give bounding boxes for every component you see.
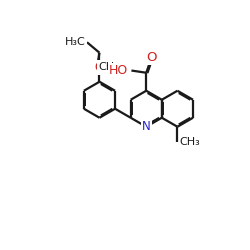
Text: CH₃: CH₃ [98,62,119,72]
Text: H₃C: H₃C [65,37,86,47]
Text: N: N [142,120,150,133]
Text: HO: HO [109,64,128,77]
Text: O: O [146,51,156,64]
Text: O: O [95,61,104,74]
Text: CH₃: CH₃ [180,137,200,147]
